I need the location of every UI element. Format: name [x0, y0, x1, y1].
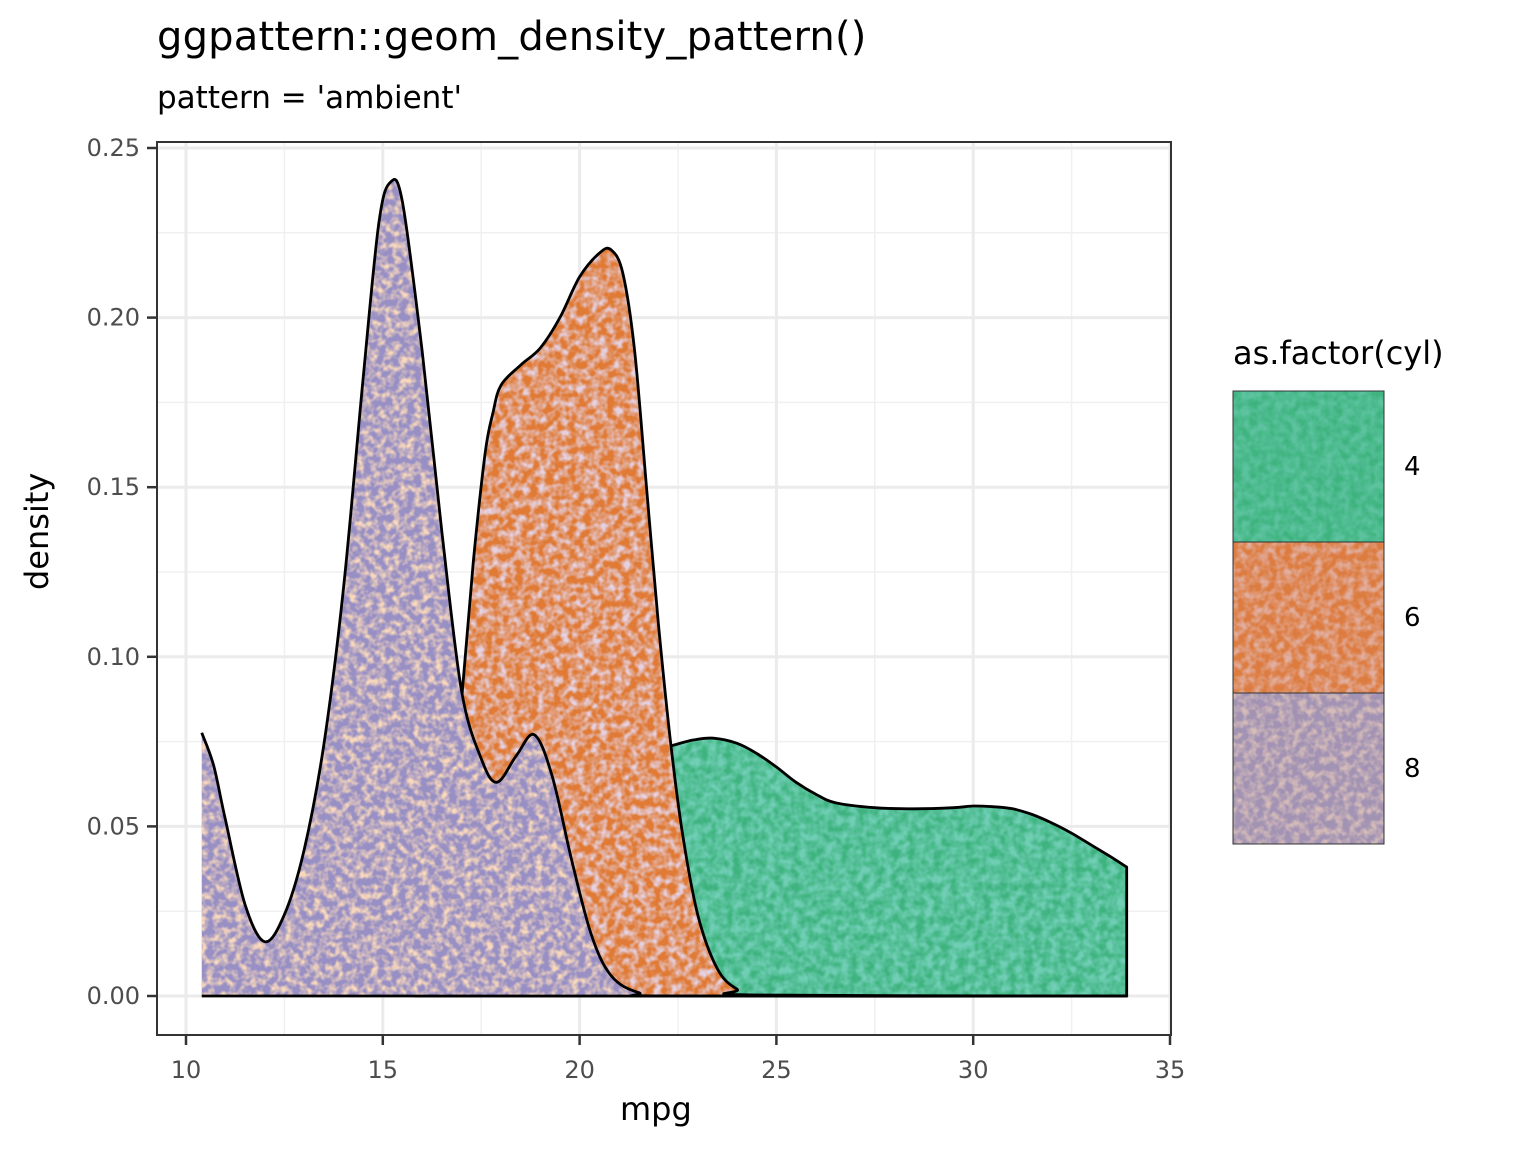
legend-keys	[1232, 390, 1385, 845]
legend-label-6: 6	[1404, 603, 1421, 633]
density-area-cyl-8	[200, 177, 1129, 998]
y-tick-label-0.05: 0.05	[87, 812, 140, 840]
x-axis-label: mpg	[620, 1090, 692, 1128]
legend-key-cyl-8	[1232, 692, 1385, 845]
legend-title: as.factor(cyl)	[1233, 334, 1444, 372]
y-tick-label-0.2: 0.20	[87, 304, 140, 332]
y-tick-label-0: 0.00	[87, 982, 140, 1010]
density-outline-cyl-6	[413, 246, 1129, 998]
y-tick-label-0.15: 0.15	[87, 473, 140, 501]
density-outline-cyl-4	[634, 736, 1129, 998]
y-tick-label-0.25: 0.25	[87, 134, 140, 162]
legend-key-cyl-6	[1232, 541, 1385, 694]
legend-label-8: 8	[1404, 754, 1421, 784]
x-tick-label-25: 25	[761, 1056, 792, 1084]
legend-label-4: 4	[1404, 452, 1421, 482]
y-tick-label-0.1: 0.10	[87, 643, 140, 671]
y-axis: 0.00 0.05 0.10 0.15 0.20 0.25	[87, 134, 157, 1010]
density-area-cyl-6	[413, 246, 1129, 998]
x-tick-label-10: 10	[171, 1056, 202, 1084]
x-axis: 10 15 20 25 30 35	[171, 1035, 1186, 1084]
density-outline-cyl-8	[200, 177, 1129, 998]
density-area-cyl-4	[634, 736, 1129, 998]
panel-border	[156, 141, 1172, 1036]
x-tick-label-35: 35	[1155, 1056, 1186, 1084]
x-tick-label-30: 30	[958, 1056, 989, 1084]
x-tick-label-15: 15	[368, 1056, 399, 1084]
density-areas	[200, 177, 1129, 998]
chart-subtitle: pattern = 'ambient'	[157, 80, 462, 116]
chart-title: ggpattern::geom_density_pattern()	[157, 14, 867, 60]
legend-key-cyl-4	[1232, 390, 1385, 543]
x-tick-label-20: 20	[564, 1056, 595, 1084]
